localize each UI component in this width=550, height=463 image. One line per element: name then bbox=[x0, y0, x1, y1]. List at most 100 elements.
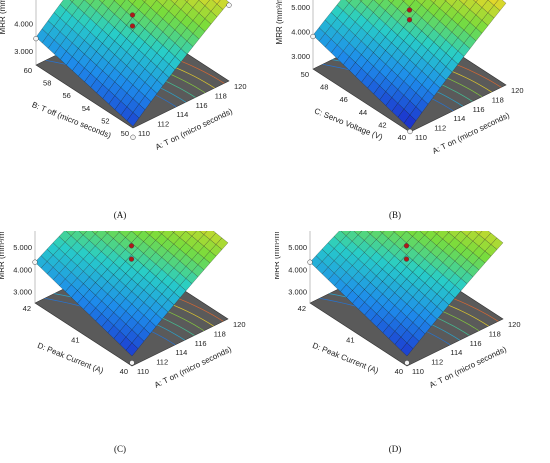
design-point bbox=[129, 360, 135, 366]
x-tick-label: 112 bbox=[434, 124, 446, 133]
x-axis-label: A: T on (micro seconds) bbox=[428, 345, 508, 390]
z-tick-label: 4.000 bbox=[14, 19, 33, 28]
surface-cell bbox=[34, 255, 48, 269]
y-tick-label: 40 bbox=[120, 367, 128, 376]
design-point bbox=[404, 360, 410, 366]
surface-cell bbox=[98, 0, 105, 4]
surface-cell bbox=[309, 255, 323, 269]
y-tick-label: 50 bbox=[121, 129, 129, 138]
surface-cell bbox=[91, 231, 99, 235]
y-tick-label: 60 bbox=[24, 66, 32, 75]
y-tick-label: 41 bbox=[346, 336, 354, 345]
z-tick-label: 4.000 bbox=[288, 265, 307, 274]
design-point bbox=[128, 256, 135, 262]
x-tick-label: 118 bbox=[492, 95, 504, 104]
x-tick-label: 118 bbox=[489, 329, 501, 338]
surface-cell bbox=[387, 0, 395, 4]
z-tick-label: 5.000 bbox=[288, 243, 307, 252]
z-axis-label: MRR (mm³/min) bbox=[0, 231, 6, 279]
surface-cell bbox=[473, 0, 478, 3]
x-tick-label: 116 bbox=[195, 339, 207, 348]
design-point bbox=[406, 7, 413, 13]
x-tick-label: 110 bbox=[137, 367, 149, 376]
design-point bbox=[310, 33, 316, 40]
z-tick-label: 4.000 bbox=[13, 265, 32, 274]
design-point bbox=[33, 35, 39, 42]
design-point bbox=[128, 243, 135, 249]
surface-cell bbox=[432, 231, 440, 235]
design-point bbox=[403, 256, 410, 262]
x-tick-label: 116 bbox=[470, 339, 482, 348]
x-tick-label: 112 bbox=[156, 358, 168, 367]
z-tick-label: 4.000 bbox=[291, 28, 310, 37]
surface-cell bbox=[345, 0, 352, 4]
y-tick-label: 50 bbox=[301, 70, 309, 79]
x-axis-label: A: T on (micro seconds) bbox=[153, 345, 233, 390]
y-tick-label: 42 bbox=[298, 304, 306, 313]
surface-cell bbox=[359, 0, 363, 2]
x-tick-label: 110 bbox=[415, 133, 427, 142]
panel-label-b: (B) bbox=[389, 210, 401, 220]
x-axis-label: A: T on (micro seconds) bbox=[154, 107, 234, 152]
x-tick-label: 116 bbox=[473, 105, 485, 114]
design-point bbox=[129, 23, 136, 29]
panel-label-d: (D) bbox=[388, 444, 402, 454]
z-tick-label: 3.000 bbox=[13, 287, 32, 296]
z-axis-label: MRR (mm³/min) bbox=[275, 231, 281, 279]
z-tick-label: 5.000 bbox=[13, 243, 32, 252]
x-tick-label: 114 bbox=[450, 348, 462, 357]
x-tick-label: 116 bbox=[196, 101, 208, 110]
z-tick-label: 5.000 bbox=[291, 3, 310, 12]
x-tick-label: 110 bbox=[138, 129, 150, 138]
z-tick-label: 5.000 bbox=[14, 0, 33, 1]
z-tick-label: 3.000 bbox=[14, 47, 33, 56]
z-axis-label: MRR (mm³/min) bbox=[275, 0, 284, 44]
design-point bbox=[406, 17, 413, 23]
y-tick-label: 40 bbox=[398, 133, 406, 142]
design-point bbox=[226, 2, 232, 8]
z-axis-label: MRR (mm³/min) bbox=[0, 0, 7, 34]
surface-cell bbox=[141, 0, 147, 3]
y-tick-label: 54 bbox=[82, 104, 90, 113]
y-tick-label: 52 bbox=[101, 116, 109, 125]
panel-label-a: (A) bbox=[113, 210, 127, 220]
x-tick-label: 120 bbox=[234, 82, 247, 91]
surface-cell bbox=[69, 0, 74, 3]
surface-cell bbox=[104, 231, 110, 234]
y-tick-label: 42 bbox=[23, 304, 31, 313]
x-tick-label: 114 bbox=[175, 348, 187, 357]
z-tick-label: 3.000 bbox=[288, 287, 307, 296]
surface-cell bbox=[430, 0, 437, 4]
x-tick-label: 120 bbox=[508, 320, 521, 329]
panel-label-c: (C) bbox=[114, 444, 126, 454]
y-tick-label: 56 bbox=[62, 91, 70, 100]
design-point bbox=[407, 128, 413, 135]
y-axis-label: D: Peak Current (A) bbox=[36, 341, 105, 376]
y-axis-label: C: Servo Voltage (V) bbox=[313, 106, 384, 142]
surface-cell bbox=[171, 231, 176, 233]
y-tick-label: 46 bbox=[339, 95, 347, 104]
surface-cell bbox=[446, 231, 451, 233]
x-tick-label: 118 bbox=[215, 91, 227, 100]
design-point bbox=[32, 259, 38, 265]
surface-cell bbox=[379, 231, 385, 234]
design-point bbox=[129, 12, 136, 18]
surface-cell bbox=[401, 0, 405, 2]
x-tick-label: 112 bbox=[157, 120, 169, 129]
y-tick-label: 42 bbox=[378, 120, 386, 129]
y-tick-label: 44 bbox=[359, 108, 367, 117]
design-point bbox=[403, 243, 410, 249]
x-tick-label: 118 bbox=[214, 329, 226, 338]
surface-cell bbox=[157, 231, 165, 235]
x-tick-label: 114 bbox=[176, 110, 188, 119]
x-tick-label: 110 bbox=[412, 367, 424, 376]
